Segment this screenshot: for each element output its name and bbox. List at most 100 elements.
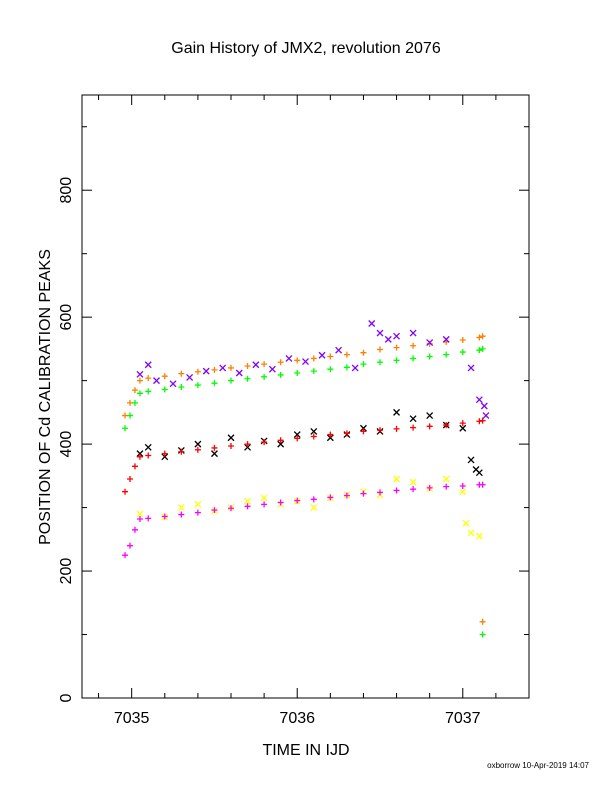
data-point <box>261 439 268 446</box>
data-point <box>393 487 400 494</box>
data-point <box>153 377 160 385</box>
data-point <box>235 369 243 377</box>
data-point <box>277 359 284 366</box>
data-point <box>426 423 433 430</box>
data-point <box>244 497 252 505</box>
data-point <box>360 490 367 497</box>
data-point <box>277 440 285 448</box>
data-point <box>479 481 486 488</box>
data-point <box>462 519 470 527</box>
data-point <box>360 361 367 368</box>
data-point <box>186 373 194 381</box>
data-point <box>409 478 417 486</box>
data-point <box>131 463 138 470</box>
data-point <box>252 361 260 369</box>
data-point <box>310 504 318 512</box>
data-point <box>161 453 169 461</box>
data-point <box>202 367 210 375</box>
data-point <box>285 354 293 362</box>
data-point <box>194 446 201 453</box>
data-point <box>475 532 483 540</box>
data-point <box>131 387 138 394</box>
data-point <box>194 382 201 389</box>
data-point <box>161 513 168 520</box>
data-point <box>476 334 483 341</box>
data-point <box>122 488 129 495</box>
data-point <box>194 500 202 508</box>
data-point <box>228 505 234 512</box>
data-point <box>426 484 433 491</box>
data-point <box>310 496 317 503</box>
data-point <box>244 363 251 370</box>
data-point <box>476 347 483 354</box>
data-point <box>459 349 466 356</box>
data-point <box>480 402 488 410</box>
y-axis-label: POSITION OF Cd CALIBRATION PEAKS <box>37 249 54 545</box>
data-point <box>145 375 152 382</box>
data-point <box>467 364 475 372</box>
data-points <box>122 320 490 638</box>
data-point <box>318 351 326 359</box>
data-point <box>459 420 466 427</box>
data-point <box>426 339 434 347</box>
x-axis-ticks: 7035 7036 7037 <box>98 95 497 727</box>
data-point <box>393 332 401 340</box>
data-point <box>136 377 143 384</box>
data-point <box>302 358 309 366</box>
data-point <box>393 408 401 416</box>
data-point <box>161 386 168 393</box>
data-point <box>227 434 235 442</box>
data-point <box>410 342 417 349</box>
data-point <box>343 351 350 358</box>
data-point <box>228 377 234 384</box>
data-point <box>459 424 467 432</box>
data-point <box>327 353 334 360</box>
data-point <box>377 427 383 434</box>
data-point <box>161 373 168 380</box>
data-point <box>210 450 218 458</box>
x-axis-label: TIME IN IJD <box>262 742 349 759</box>
data-point <box>169 380 177 388</box>
data-point <box>335 346 343 354</box>
data-point <box>393 357 400 364</box>
y-tick-label: 0 <box>58 693 75 702</box>
y-axis-ticks: 0 200 400 600 800 <box>58 126 529 702</box>
data-point <box>475 469 483 477</box>
data-point <box>261 373 268 380</box>
data-point <box>127 542 134 549</box>
data-point <box>475 396 483 404</box>
data-point <box>343 364 350 371</box>
data-point <box>443 483 450 490</box>
data-point <box>467 456 475 464</box>
data-point <box>359 424 367 432</box>
data-point <box>343 430 350 437</box>
data-point <box>459 482 466 489</box>
data-point <box>294 497 301 504</box>
data-point <box>136 450 144 458</box>
data-point <box>131 399 138 406</box>
series-2 <box>136 320 490 420</box>
data-point <box>194 368 201 375</box>
data-point <box>194 509 201 516</box>
data-point <box>426 412 434 420</box>
data-point <box>409 415 417 423</box>
data-point <box>145 452 152 459</box>
data-point <box>136 370 144 378</box>
data-point <box>479 345 486 352</box>
y-tick-label: 400 <box>58 431 75 458</box>
data-point <box>244 375 251 382</box>
data-point <box>178 448 185 455</box>
y-tick-label: 200 <box>58 558 75 585</box>
data-point <box>482 412 490 420</box>
data-point <box>294 357 301 364</box>
data-point <box>277 371 284 378</box>
data-point <box>268 365 276 373</box>
data-point <box>136 516 143 523</box>
data-point <box>219 364 227 372</box>
data-point <box>277 499 284 506</box>
y-tick-label: 800 <box>58 177 75 204</box>
data-point <box>327 366 334 373</box>
data-point <box>479 417 486 424</box>
